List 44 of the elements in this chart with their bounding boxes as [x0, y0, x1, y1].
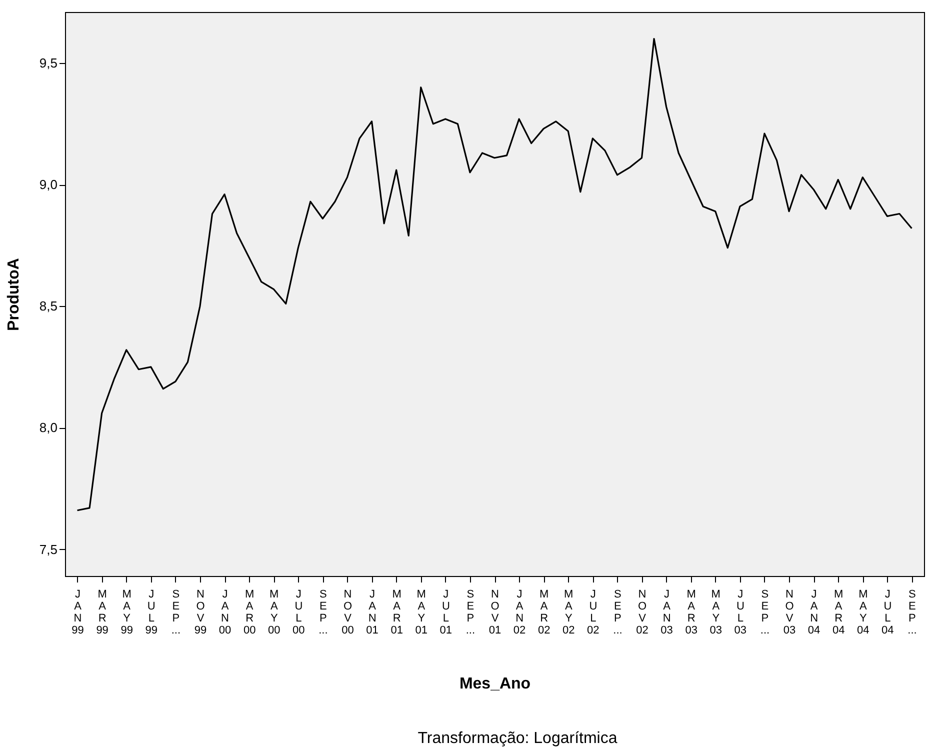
x-tick-label: JAN 00 [218, 588, 232, 636]
x-tick-label: JUL 01 [440, 588, 452, 636]
x-tick-label: NOV 02 [636, 588, 648, 636]
x-tick-label: JAN 01 [366, 588, 378, 636]
x-tick-label: JUL 03 [734, 588, 747, 636]
x-tick-label: NOV 01 [488, 588, 502, 636]
x-tick-label: NOV 99 [194, 588, 207, 636]
x-tick-label: JUL 04 [882, 588, 894, 636]
x-tick-label: JAN 99 [72, 588, 84, 636]
x-tick-label: MAR 02 [538, 588, 550, 636]
x-tick-label: JUL 99 [145, 588, 158, 636]
x-tick-label: SEP ... [760, 588, 770, 636]
x-axis-title: Mes_Ano [459, 676, 531, 692]
x-tick-label: MAR 04 [832, 588, 845, 636]
x-tick-label: JUL 02 [587, 588, 600, 636]
x-tick-label: MAR 03 [685, 588, 698, 636]
x-tick-label: NOV 00 [342, 588, 354, 636]
x-tick-label: NOV 03 [783, 588, 796, 636]
x-tick-label: MAY 01 [415, 588, 428, 636]
x-tick-label: MAR 00 [243, 588, 256, 636]
x-tick-label: MAY 02 [562, 588, 575, 636]
y-tick-label: 8,5 [39, 298, 58, 314]
x-tick-label: MAR 01 [390, 588, 403, 636]
x-tick-label: SEP ... [466, 588, 476, 636]
x-tick-label: MAY 04 [857, 588, 870, 636]
y-tick-label: 9,5 [39, 56, 58, 71]
x-tick-label: MAY 00 [268, 588, 280, 636]
y-tick-label: 9,0 [39, 177, 58, 192]
x-tick-label: MAY 03 [710, 588, 722, 636]
x-tick-label: SEP ... [613, 588, 622, 636]
x-tick-label: JUL 00 [292, 588, 305, 636]
x-tick-label: SEP ... [318, 588, 328, 636]
x-tick-label: SEP ... [171, 588, 181, 636]
y-tick-label: 7,5 [39, 542, 58, 557]
x-tick-label: JAN 02 [513, 588, 526, 636]
x-tick-label: MAR 99 [96, 588, 108, 636]
y-tick-label: 8,0 [39, 420, 58, 436]
x-tick-label: JAN 04 [808, 588, 820, 636]
x-tick-label: MAY 99 [120, 588, 133, 636]
text: Transformação: Logarítmica [416, 730, 618, 748]
x-tick-label: SEP ... [908, 588, 917, 636]
y-axis-title: ProdutoA [5, 258, 22, 331]
x-tick-label: JAN 03 [660, 588, 673, 636]
line-series [76, 38, 913, 512]
